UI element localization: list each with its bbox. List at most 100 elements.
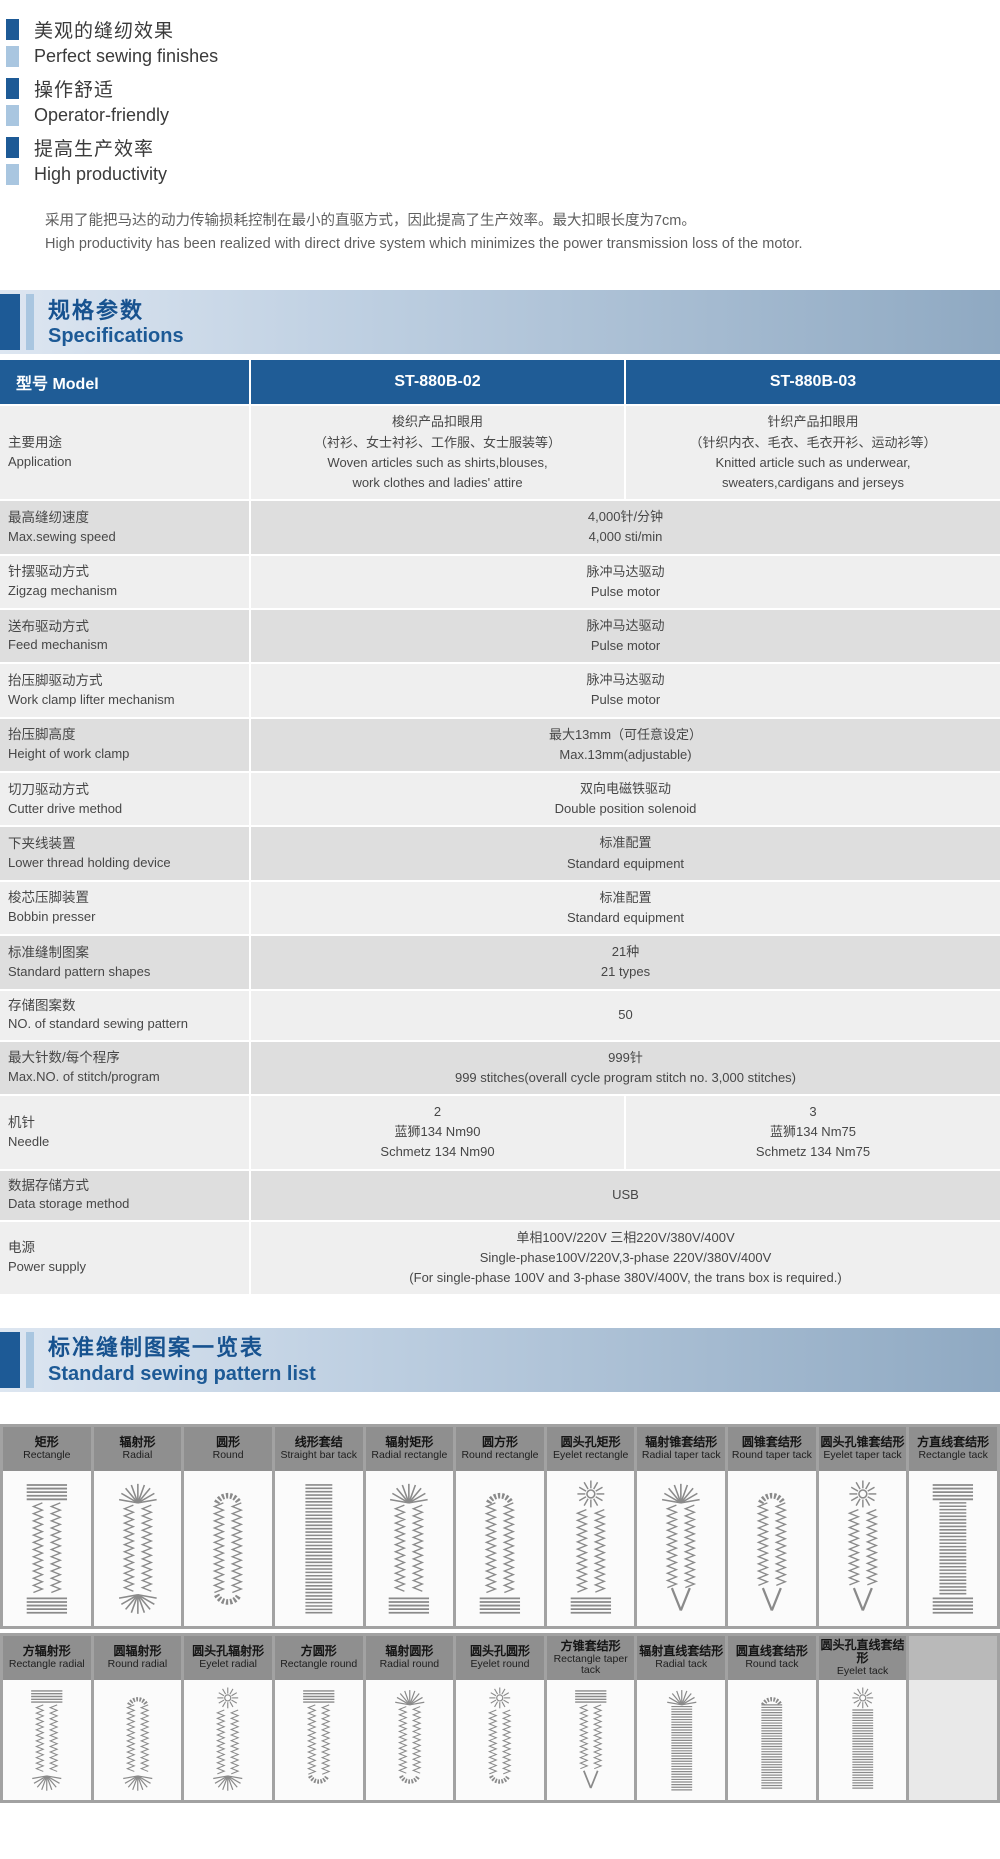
section-title-zh: 规格参数 (48, 297, 145, 323)
spec-label-cell: 送布驱动方式 Feed mechanism (0, 607, 250, 664)
feature-text-en: High productivity (34, 164, 168, 184)
feature-line: 提高生产效率 (6, 134, 1000, 161)
pattern-label: 圆方形 Round rectangle (456, 1427, 544, 1472)
pattern-drawing-area (274, 1471, 363, 1627)
pattern-cell: 圆头孔锥套结形 Eyelet taper tack (818, 1427, 907, 1627)
spec-label-cell: 标准缝制图案 Standard pattern shapes (0, 934, 250, 990)
spec-label-cell: 最大针数/每个程序 Max.NO. of stitch/program (0, 1039, 250, 1095)
spec-row: 梭芯压脚装置 Bobbin presser 标准配置 Standard equipme… (0, 879, 1000, 936)
pattern-label: 辐射直线套结形 Radial tack (637, 1636, 726, 1681)
spec-row: 最大针数/每个程序 Max.NO. of stitch/program 999针 99… (0, 1039, 1000, 1095)
pattern-cell: 方直线套结形 Rectangle tack (909, 1427, 997, 1627)
pattern-name-en: Rectangle (23, 1449, 71, 1462)
bullet-square-icon (6, 46, 19, 67)
pattern-cell: 圆方形 Round rectangle (456, 1427, 544, 1627)
pattern-drawing-area (184, 1471, 272, 1627)
pattern-drawing-area (274, 1680, 363, 1801)
pattern-label: 方锥套结形 Rectangle taper tack (546, 1636, 635, 1681)
pattern-name-zh: 圆锥套结形 (741, 1435, 802, 1450)
pattern-cell: 圆直线套结形 Round tack (728, 1636, 816, 1801)
pattern-drawing-area (184, 1680, 272, 1801)
spec-value-cell: 最大13mm（可任意设定） Max.13mm(adjustable) (249, 716, 1000, 772)
pattern-name-zh: 矩形 (34, 1435, 59, 1450)
pattern-label: 圆辐射形 Round radial (93, 1636, 182, 1681)
spec-row: 抬压脚驱动方式 Work clamp lifter mechanism 脉冲马达驱动… (0, 662, 1000, 718)
pattern-grid-row2: 方辐射形 Rectangle radial 圆辐射形 Round radial 圆头孔辐… (0, 1633, 1000, 1804)
spec-label-cell: 电源 Power supply (0, 1219, 250, 1295)
section-title: 规格参数 Specifications (48, 297, 184, 349)
pattern-cell: 方辐射形 Rectangle radial (3, 1636, 91, 1801)
stitch-pattern-drawing-icon (570, 1480, 611, 1614)
pattern-cell: 圆头孔辐射形 Eyelet radial (184, 1636, 272, 1801)
section-accent-square-light-icon (26, 294, 34, 351)
pattern-name-en: Eyelet rectangle (552, 1449, 629, 1462)
pattern-name-en: Rectangle radial (8, 1658, 85, 1671)
section-accent-square-icon (0, 294, 20, 351)
spec-header-model: 型号 Model (0, 360, 250, 406)
feature-line: Perfect sewing finishes (6, 43, 1000, 70)
stitch-pattern-drawing-icon (31, 1690, 63, 1791)
pattern-name-zh: 圆头孔圆形 (469, 1644, 530, 1659)
pattern-cell: 辐射直线套结形 Radial tack (637, 1636, 726, 1801)
spec-label-cell: 主要用途 Application (0, 404, 250, 501)
section-title-en: Specifications (48, 325, 184, 348)
pattern-name-en: Eyelet tack (836, 1665, 889, 1678)
pattern-cell: 辐射形 Radial (93, 1427, 182, 1627)
pattern-cell: 圆形 Round (184, 1427, 272, 1627)
stitch-pattern-drawing-icon (488, 1687, 512, 1784)
pattern-name-zh: 辐射形 (119, 1435, 156, 1450)
spec-label-cell: 最高缝纫速度 Max.sewing speed (0, 499, 250, 555)
spec-label-cell: 存储图案数 NO. of standard sewing pattern (0, 988, 250, 1041)
pattern-drawing-area (93, 1471, 182, 1627)
feature-line: 操作舒适 (6, 75, 1000, 102)
pattern-name-zh: 方辐射形 (22, 1644, 71, 1659)
spec-value-cell: 双向电磁铁驱动 Double position solenoid (249, 770, 1000, 827)
pattern-label: 线形套结 Straight bar tack (274, 1427, 363, 1472)
pattern-cell: 圆辐射形 Round radial (93, 1636, 182, 1801)
pattern-drawing-area (3, 1471, 91, 1627)
pattern-name-en: Radial taper tack (641, 1449, 721, 1462)
pattern-name-zh: 圆头孔辐射形 (192, 1644, 265, 1659)
stitch-pattern-drawing-icon (213, 1687, 243, 1791)
spec-value-cell: 2 蓝狮134 Nm90 Schmetz 134 Nm90 (249, 1093, 625, 1170)
spec-value-cell: 999针 999 stitches(overall cycle program s… (249, 1039, 1000, 1095)
stitch-pattern-drawing-icon (933, 1483, 974, 1614)
pattern-label: 圆头孔矩形 Eyelet rectangle (546, 1427, 635, 1472)
pattern-name-zh: 圆形 (216, 1435, 241, 1450)
spec-row: 主要用途 Application 梭织产品扣眼用 （衬衫、女士衬衫、工作服、女士服装等… (0, 404, 1000, 501)
pattern-name-en: Eyelet radial (199, 1658, 257, 1671)
pattern-name-en: Round rectangle (461, 1449, 539, 1462)
pattern-name-zh: 圆辐射形 (113, 1644, 162, 1659)
stitch-pattern-drawing-icon (122, 1696, 153, 1791)
pattern-drawing-area (456, 1471, 544, 1627)
stitch-pattern-drawing-icon (118, 1483, 157, 1614)
feature-item: 美观的缝纫效果 Perfect sewing finishes (6, 16, 1000, 70)
stitch-pattern-drawing-icon (761, 1696, 783, 1789)
pattern-label: 圆头孔直线套结形 Eyelet tack (818, 1636, 907, 1681)
pattern-cell: 圆头孔矩形 Eyelet rectangle (546, 1427, 635, 1627)
pattern-grid-row1: 矩形 Rectangle 辐射形 Radial 圆形 Round 线形套结 Straight … (0, 1424, 1000, 1630)
pattern-name-en: Round taper tack (731, 1449, 812, 1462)
spec-table: 型号 Model ST-880B-02 ST-880B-03 主要用途 Appli… (0, 360, 1000, 1295)
spec-row: 标准缝制图案 Standard pattern shapes 21种 21 types (0, 934, 1000, 990)
pattern-name-en: Radial (122, 1449, 153, 1462)
feature-line: High productivity (6, 161, 1000, 188)
pattern-name-en: Eyelet round (470, 1658, 530, 1671)
pattern-name-zh: 方锥套结形 (560, 1638, 621, 1653)
pattern-name-en: Rectangle tack (918, 1449, 988, 1462)
spec-table-header-row: 型号 Model ST-880B-02 ST-880B-03 (0, 360, 1000, 406)
pattern-label: 圆形 Round (184, 1427, 272, 1472)
spec-label-cell: 梭芯压脚装置 Bobbin presser (0, 879, 250, 936)
pattern-label: 方直线套结形 Rectangle tack (909, 1427, 997, 1472)
feature-text-zh: 美观的缝纫效果 (34, 21, 175, 42)
pattern-name-zh: 圆头孔矩形 (560, 1435, 621, 1450)
stitch-pattern-drawing-icon (756, 1492, 788, 1611)
pattern-drawing-area (818, 1680, 907, 1801)
stitch-pattern-drawing-icon (394, 1689, 424, 1784)
spec-value-cell: 梭织产品扣眼用 （衬衫、女士衬衫、工作服、女士服装等） Woven articles… (249, 404, 625, 501)
pattern-name-en: Round tack (745, 1658, 799, 1671)
stitch-pattern-drawing-icon (662, 1483, 701, 1611)
spec-label-cell: 抬压脚驱动方式 Work clamp lifter mechanism (0, 662, 250, 718)
pattern-cell: 线形套结 Straight bar tack (274, 1427, 363, 1627)
pattern-drawing-area (456, 1680, 544, 1801)
